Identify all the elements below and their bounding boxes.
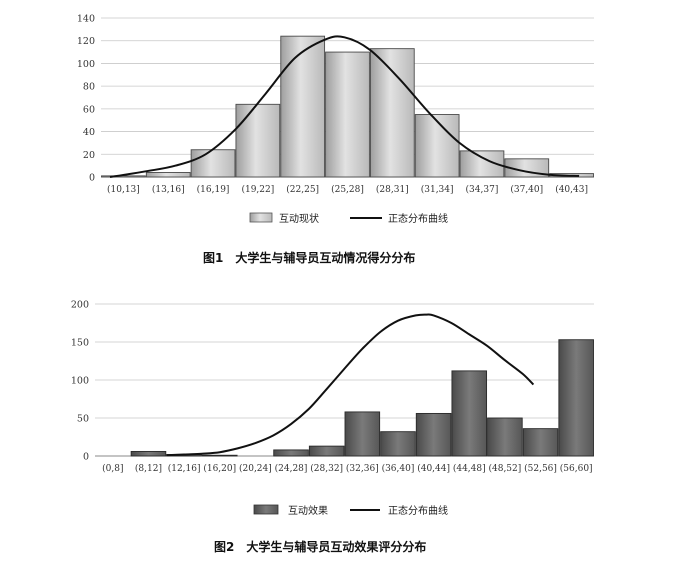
x-tick-label: (12,16]	[168, 463, 201, 474]
y-tick-label: 140	[77, 14, 95, 25]
y-tick-label: 40	[83, 127, 95, 138]
legend-label-line: 正态分布曲线	[388, 212, 448, 225]
y-tick-label: 60	[83, 104, 95, 115]
x-tick-label: (56,60]	[560, 463, 593, 474]
x-tick-label: (34,37]	[466, 184, 499, 195]
y-tick-label: 0	[89, 173, 95, 184]
y-tick-label: 0	[83, 452, 89, 463]
chart-1-legend: 互动现状 正态分布曲线	[249, 212, 448, 225]
bar	[145, 172, 191, 178]
x-tick-label: (8,12]	[135, 463, 162, 474]
x-tick-label: (48,52]	[488, 463, 521, 474]
bar	[325, 51, 370, 178]
x-tick-label: (10,13]	[107, 184, 140, 195]
x-tick-label: (24,28]	[275, 463, 308, 474]
bar	[235, 103, 281, 178]
y-tick-label: 100	[77, 59, 95, 70]
bar	[380, 431, 416, 457]
x-tick-label: (0,8]	[102, 463, 123, 474]
x-tick-label: (16,20]	[203, 463, 236, 474]
normal-curve-line	[109, 35, 580, 178]
chart-1: 0 20 40 60 80 100 120 140 (10,13] (13,16] (16,19] (…	[77, 14, 594, 195]
x-tick-label: (22,25]	[286, 184, 319, 195]
x-tick-label: (16,19]	[197, 184, 230, 195]
bar	[522, 428, 559, 457]
bar	[414, 114, 460, 178]
bar	[201, 454, 238, 457]
y-tick-label: 80	[83, 82, 95, 93]
x-tick-label: (40,43]	[555, 184, 588, 195]
legend-swatch-bars	[253, 504, 279, 515]
y-tick-label: 200	[71, 300, 89, 311]
x-tick-label: (52,56]	[524, 463, 557, 474]
bar	[308, 445, 345, 457]
x-tick-label: (28,31]	[376, 184, 409, 195]
bar	[190, 149, 236, 178]
y-tick-label: 20	[83, 150, 95, 161]
y-tick-label: 50	[77, 414, 89, 425]
x-tick-label: (44,48]	[453, 463, 486, 474]
x-tick-label: (36,40]	[382, 463, 415, 474]
bar	[130, 450, 167, 457]
x-tick-label: (25,28]	[331, 184, 364, 195]
x-tick-label: (40,44]	[417, 463, 450, 474]
x-tick-label: (13,16]	[152, 184, 185, 195]
bar	[415, 412, 452, 457]
normal-curve-line	[166, 313, 535, 457]
bar	[273, 449, 309, 457]
chart-1-caption: 图1 大学生与辅导员互动情况得分分布	[203, 250, 415, 265]
x-tick-label: (19,22]	[241, 184, 274, 195]
bar	[451, 370, 488, 457]
x-tick-label: (31,34]	[421, 184, 454, 195]
y-tick-label: 120	[77, 36, 95, 47]
legend-label-line: 正态分布曲线	[388, 504, 448, 517]
bar	[558, 339, 594, 457]
bar	[280, 35, 326, 178]
x-tick-label: (32,36]	[346, 463, 379, 474]
chart-2-legend: 互动效果 正态分布曲线	[253, 504, 448, 517]
x-tick-label: (28,32]	[310, 463, 343, 474]
legend-swatch-bars	[249, 212, 273, 223]
chart-2: 0 50 100 150 200 (0,8] (8,12] (12,16] (16,20] (20…	[71, 300, 594, 474]
x-tick-label: (37,40]	[510, 184, 543, 195]
y-tick-label: 150	[71, 338, 89, 349]
bar	[487, 417, 523, 457]
chart-2-caption: 图2 大学生与辅导员互动效果评分分布	[214, 539, 426, 554]
y-tick-label: 100	[71, 376, 89, 387]
bar	[369, 48, 415, 178]
legend-label-bars: 互动效果	[288, 504, 328, 517]
bar	[344, 411, 381, 457]
legend-label-bars: 互动现状	[279, 212, 319, 225]
x-tick-label: (20,24]	[239, 463, 272, 474]
bar	[101, 175, 146, 178]
